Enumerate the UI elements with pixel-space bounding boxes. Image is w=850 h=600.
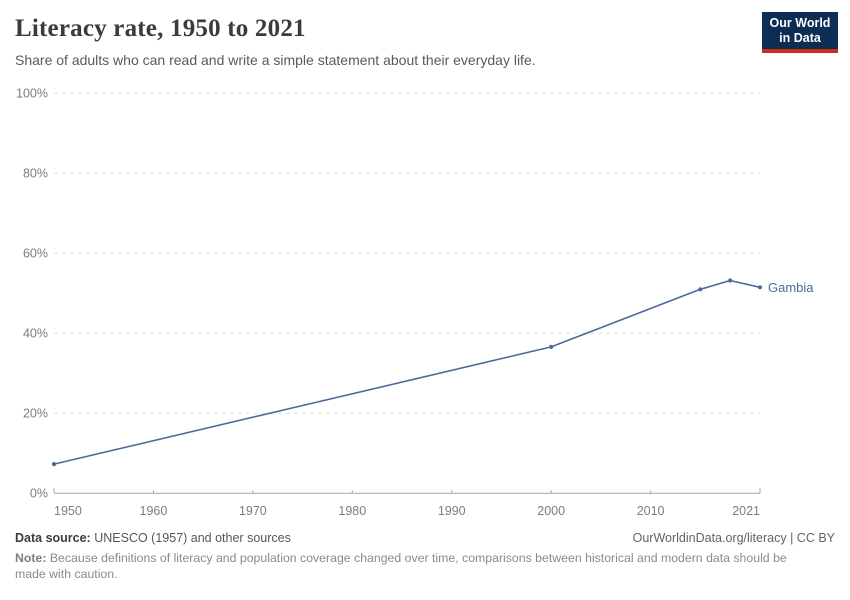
- data-source: Data source: UNESCO (1957) and other sou…: [15, 531, 291, 545]
- x-tick-label: 2000: [537, 504, 565, 518]
- data-point[interactable]: [549, 344, 554, 349]
- x-tick-label: 1990: [438, 504, 466, 518]
- x-tick-label: 2010: [637, 504, 665, 518]
- data-source-text: UNESCO (1957) and other sources: [94, 531, 291, 545]
- owid-logo[interactable]: Our World in Data: [762, 12, 838, 53]
- note-text: Because definitions of literacy and popu…: [15, 551, 787, 581]
- chart-note: Note: Because definitions of literacy an…: [15, 550, 807, 582]
- series-line[interactable]: [53, 279, 761, 465]
- y-tick-label: 0%: [30, 487, 48, 501]
- data-point[interactable]: [698, 287, 703, 292]
- note-label: Note:: [15, 551, 47, 565]
- x-tick-label: 1950: [54, 504, 82, 518]
- page-title: Literacy rate, 1950 to 2021: [15, 15, 306, 42]
- data-point[interactable]: [757, 285, 763, 290]
- y-tick-label: 60%: [23, 247, 48, 261]
- data-point[interactable]: [51, 462, 57, 467]
- line-chart: 0% 20% 40% 60% 80% 100% 1950 1960 1970 1980 1990 20…: [16, 87, 814, 518]
- y-tick-label: 100%: [16, 87, 48, 101]
- x-tick-label: 1960: [140, 504, 168, 518]
- x-tick-label: 2021: [732, 504, 760, 518]
- chart-footer: Data source: UNESCO (1957) and other sou…: [15, 531, 835, 582]
- y-tick-label: 40%: [23, 327, 48, 341]
- chart-header: Literacy rate, 1950 to 2021 Share of adu…: [15, 13, 740, 69]
- x-tick-label: 1980: [338, 504, 366, 518]
- chart-subtitle: Share of adults who can read and write a…: [15, 52, 536, 68]
- data-source-label: Data source:: [15, 531, 91, 545]
- entity-label[interactable]: Gambia: [768, 280, 814, 295]
- data-point[interactable]: [728, 278, 733, 283]
- y-tick-label: 80%: [23, 167, 48, 181]
- y-tick-label: 20%: [23, 407, 48, 421]
- owid-logo-line1: Our World: [769, 16, 831, 30]
- owid-logo-line2: in Data: [779, 31, 821, 45]
- x-tick-label: 1970: [239, 504, 267, 518]
- owid-link[interactable]: OurWorldinData.org/literacy | CC BY: [632, 531, 835, 545]
